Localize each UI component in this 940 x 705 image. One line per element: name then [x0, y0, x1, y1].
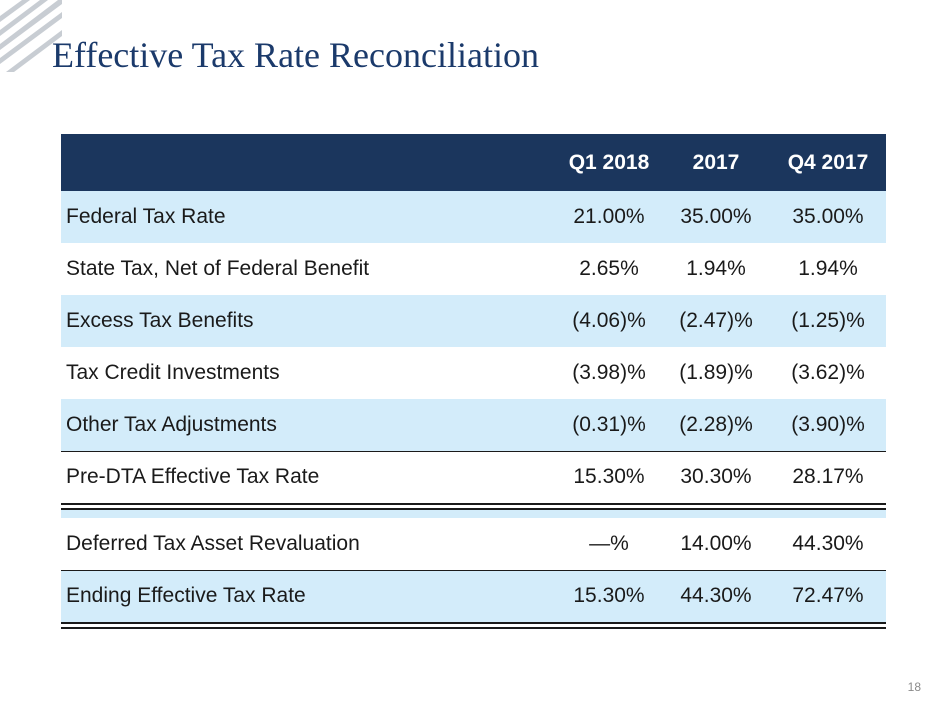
row-label: State Tax, Net of Federal Benefit — [66, 257, 370, 280]
cell-2017: (2.28)% — [679, 412, 753, 436]
table-row: Excess Tax Benefits (4.06)% (2.47)% (1.2… — [61, 295, 886, 347]
cell-2017: 30.30% — [662, 450, 770, 503]
row-label: Tax Credit Investments — [66, 361, 280, 384]
page-title: Effective Tax Rate Reconciliation — [52, 35, 539, 75]
row-label: Deferred Tax Asset Revaluation — [66, 531, 360, 555]
header-q1-2018: Q1 2018 — [568, 150, 650, 174]
cell-2017: (2.47)% — [679, 309, 753, 332]
logo-stripes-icon — [0, 0, 62, 72]
cell-q4-2017: 72.47% — [770, 569, 886, 622]
cell-2017: 14.00% — [680, 531, 752, 555]
cell-2017: 44.30% — [662, 569, 770, 622]
cell-q1-2018: (4.06)% — [572, 309, 646, 332]
cell-2017: 35.00% — [680, 205, 752, 228]
row-label: Other Tax Adjustments — [66, 412, 277, 436]
cell-q1-2018: 21.00% — [573, 205, 645, 228]
cell-q4-2017: (3.90)% — [791, 412, 865, 436]
page-number: 18 — [907, 680, 921, 694]
table-row: Deferred Tax Asset Revaluation —% 14.00%… — [61, 518, 886, 570]
cell-q1-2018: 2.65% — [579, 257, 639, 280]
table-row: Federal Tax Rate 21.00% 35.00% 35.00% — [61, 191, 886, 243]
table-header-row: Q1 2018 2017 Q4 2017 — [61, 134, 886, 191]
cell-q4-2017: (1.25)% — [791, 309, 865, 332]
cell-q4-2017: 35.00% — [792, 205, 864, 228]
cell-q1-2018: (3.98)% — [572, 361, 646, 384]
cell-q4-2017: 1.94% — [798, 257, 858, 280]
tax-reconciliation-table: Q1 2018 2017 Q4 2017 Federal Tax Rate 21… — [61, 134, 886, 629]
table-row: Other Tax Adjustments (0.31)% (2.28)% (3… — [61, 399, 886, 451]
cell-2017: (1.89)% — [679, 361, 753, 384]
row-label: Pre-DTA Effective Tax Rate — [61, 450, 556, 503]
header-q4-2017: Q4 2017 — [787, 150, 869, 174]
row-label: Federal Tax Rate — [66, 205, 226, 228]
double-rule-bottom — [61, 622, 886, 629]
cell-q4-2017: 28.17% — [770, 450, 886, 503]
subtotal-row: Pre-DTA Effective Tax Rate 15.30% 30.30%… — [61, 450, 886, 503]
row-label: Excess Tax Benefits — [66, 309, 254, 332]
cell-2017: 1.94% — [686, 257, 746, 280]
total-row: Ending Effective Tax Rate 15.30% 44.30% … — [61, 569, 886, 622]
cell-q1-2018: 15.30% — [556, 569, 662, 622]
cell-q4-2017: 44.30% — [792, 531, 864, 555]
cell-q1-2018: 15.30% — [556, 450, 662, 503]
header-2017: 2017 — [692, 150, 740, 174]
cell-q4-2017: (3.62)% — [791, 361, 865, 384]
section-gap-band — [61, 510, 886, 518]
row-label: Ending Effective Tax Rate — [61, 569, 556, 622]
double-rule-divider — [61, 503, 886, 510]
cell-q1-2018: —% — [589, 531, 629, 555]
table-row: State Tax, Net of Federal Benefit 2.65% … — [61, 243, 886, 295]
cell-q1-2018: (0.31)% — [572, 412, 646, 436]
table-row: Tax Credit Investments (3.98)% (1.89)% (… — [61, 347, 886, 399]
header-label-cell — [61, 134, 556, 191]
